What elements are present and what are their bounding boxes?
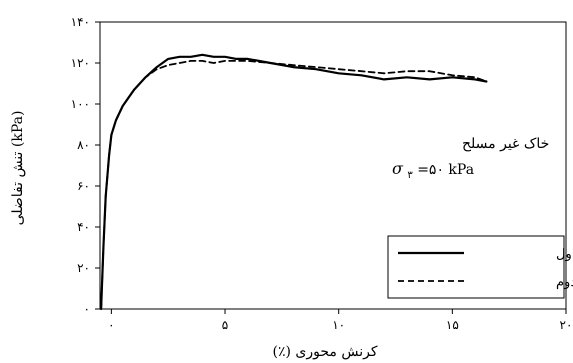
y-tick-label: ۲۰ — [77, 261, 90, 275]
axes — [99, 21, 567, 310]
series-group — [99, 53, 488, 311]
legend-label-series-2: آزمایش دوم — [556, 273, 573, 290]
x-tick-label: ۲۰ — [560, 318, 573, 332]
legend-box — [387, 235, 565, 299]
ticks: ۰ ۲۰ ۴۰ ۶۰ ۸۰ ۱۰۰ ۱۲۰ ۱۴۰ ۰ ۵ ۱۰ ۱۵ ۲۰ — [71, 15, 573, 332]
y-tick-label: ۱۰۰ — [71, 97, 90, 111]
plot-frame — [99, 21, 567, 310]
annotation-line2: σ ۳ =۵۰ kPa — [392, 159, 474, 182]
annotation: خاک غیر مسلح σ ۳ =۵۰ kPa — [392, 136, 549, 182]
y-tick-label: ۶۰ — [77, 179, 90, 193]
x-tick-label: ۱۵ — [446, 318, 459, 332]
legend: آزمایش اول آزمایش دوم — [387, 235, 573, 299]
x-tick-label: ۵ — [222, 318, 228, 332]
confining-pressure-value: =۵۰ kPa — [417, 162, 474, 178]
x-axis-title: کرنش محوری (٪) — [273, 344, 378, 360]
y-tick-label: ۱۴۰ — [71, 15, 90, 29]
y-axis-title: تنش تفاضلی (kPa) — [10, 111, 26, 226]
y-tick-label: ۸۰ — [77, 138, 90, 152]
y-tick-label: ۴۰ — [77, 220, 90, 234]
annotation-line1: خاک غیر مسلح — [462, 136, 549, 152]
x-tick-label: ۰ — [108, 318, 114, 332]
series-line-2 — [100, 60, 488, 310]
y-tick-label: ۱۲۰ — [71, 56, 90, 70]
x-tick-label: ۱۰ — [332, 318, 345, 332]
y-tick-label: ۰ — [84, 302, 90, 316]
sigma-symbol: σ — [392, 159, 404, 178]
legend-label-series-1: آزمایش اول — [556, 245, 573, 262]
sigma-subscript: ۳ — [407, 170, 413, 181]
